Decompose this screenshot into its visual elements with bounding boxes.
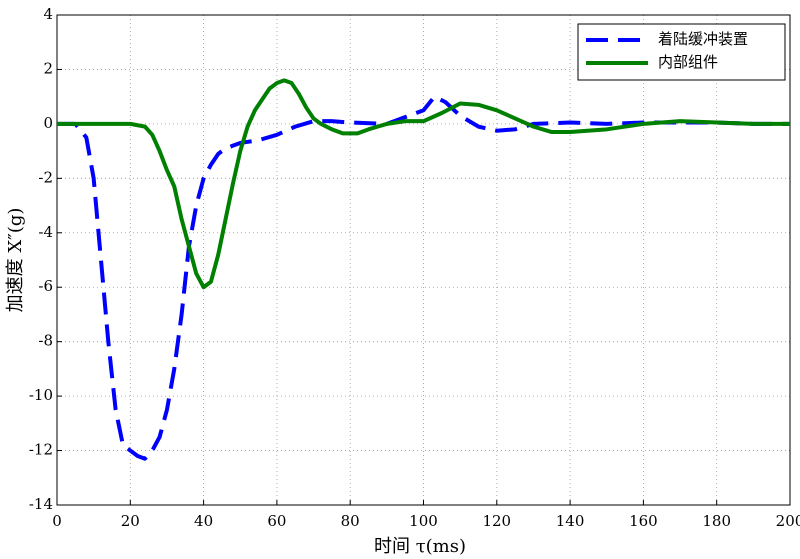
y-tick-label: 2 [43,59,53,77]
x-tick-label: 40 [194,512,213,530]
x-tick-label: 100 [409,512,438,530]
x-tick-label: 20 [121,512,140,530]
legend-label: 内部组件 [658,53,718,71]
x-tick-label: 160 [629,512,658,530]
x-tick-label: 180 [702,512,731,530]
plot-frame [56,14,791,506]
y-tick-label: -8 [38,332,53,350]
legend-box [577,23,786,81]
y-tick-label: -2 [38,168,53,186]
y-tick-label: -10 [29,386,53,404]
legend-label: 着陆缓冲装置 [658,30,748,48]
x-tick-label: 120 [482,512,511,530]
x-tick-label: 140 [556,512,585,530]
y-tick-label: -4 [38,223,53,241]
y-axis-label: 加速度 X″(g) [5,208,26,313]
x-tick-label: 0 [52,512,62,530]
x-tick-label: 60 [267,512,286,530]
y-tick-label: -6 [38,277,53,295]
data-line [57,94,790,461]
y-tick-label: 0 [43,114,53,132]
y-tick-label: -12 [29,441,53,459]
x-tick-label: 200 [776,512,800,530]
y-tick-label: 4 [43,5,53,23]
x-tick-label: 80 [341,512,360,530]
x-axis-label: 时间 τ(ms) [374,536,466,557]
data-line [57,78,790,290]
y-tick-label: -14 [29,495,53,513]
